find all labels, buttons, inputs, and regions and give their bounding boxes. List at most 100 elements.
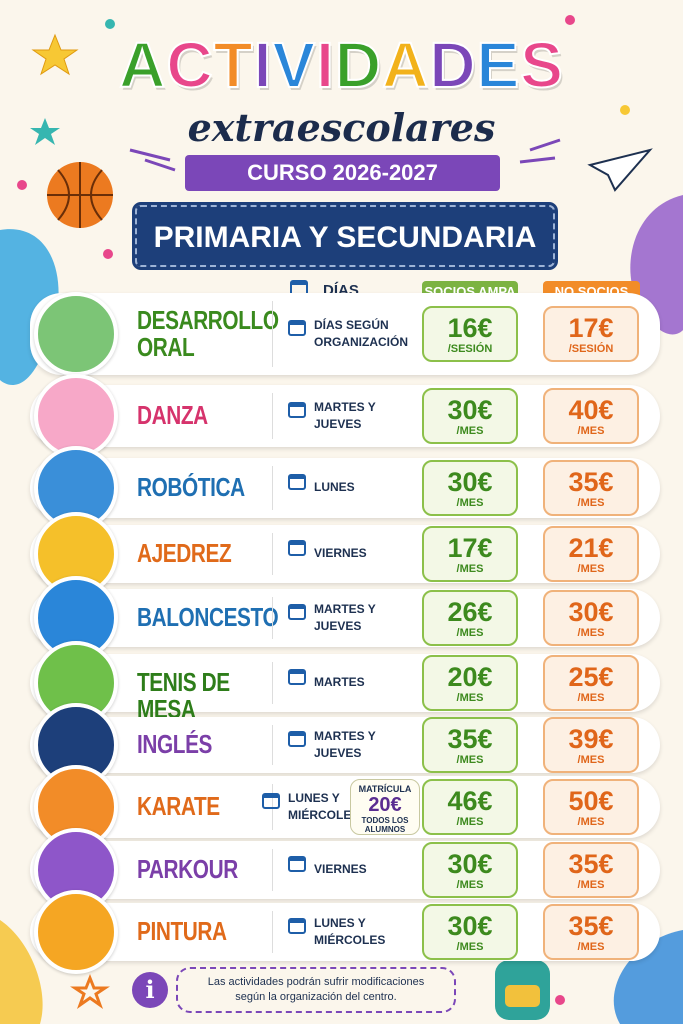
- activity-row: TENIS DE MESA MARTES 20€/MES 25€/MES: [30, 641, 660, 725]
- activity-days: VIERNES: [314, 862, 367, 876]
- enrollment-box: MATRÍCULA 20€ TODOS LOS ALUMNOS: [350, 779, 420, 835]
- non-member-unit: /MES: [577, 754, 605, 766]
- non-member-unit: /MES: [577, 563, 605, 575]
- non-member-unit: /MES: [577, 627, 605, 639]
- activity-row: PARKOUR VIERNES 30€/MES 35€/MES: [30, 828, 660, 912]
- activity-row: DESARROLLO ORAL DÍAS SEGÚN ORGANIZACIÓN 16…: [30, 292, 660, 376]
- calendar-icon: [288, 604, 306, 620]
- activity-name: BALONCESTO: [137, 602, 279, 632]
- non-member-price-box: 35€/MES: [543, 842, 639, 898]
- member-unit: /MES: [456, 692, 484, 704]
- non-member-price: 17€: [568, 313, 614, 343]
- non-member-price-box: 35€/MES: [543, 460, 639, 516]
- non-member-unit: /SESIÓN: [568, 343, 614, 355]
- activity-name: PINTURA: [137, 916, 227, 946]
- non-member-unit: /MES: [577, 425, 605, 437]
- non-member-unit: /MES: [577, 692, 605, 704]
- activity-name: DESARROLLO ORAL: [137, 305, 279, 362]
- member-price: 30€: [447, 911, 493, 941]
- member-unit: /SESIÓN: [447, 343, 493, 355]
- calendar-icon: [288, 731, 306, 747]
- activity-name: PARKOUR: [137, 854, 238, 884]
- member-price-box: 26€/MES: [422, 590, 518, 646]
- activity-days: MARTES Y JUEVES: [314, 400, 376, 431]
- activity-name: ROBÓTICA: [137, 472, 245, 502]
- non-member-price-box: 25€/MES: [543, 655, 639, 711]
- member-price: 35€: [447, 724, 493, 754]
- non-member-price-box: 17€/SESIÓN: [543, 306, 639, 362]
- activity-name: KARATE: [137, 791, 220, 821]
- member-price: 46€: [447, 786, 493, 816]
- member-unit: /MES: [456, 627, 484, 639]
- calendar-icon: [288, 540, 306, 556]
- non-member-price: 21€: [568, 533, 614, 563]
- activity-days: VIERNES: [314, 546, 367, 560]
- member-unit: /MES: [456, 879, 484, 891]
- footer-note: Las actividades podrán sufrir modificaci…: [176, 967, 456, 1013]
- non-member-price-box: 21€/MES: [543, 526, 639, 582]
- title: ACTIVIDADES: [118, 28, 564, 102]
- member-price-box: 30€/MES: [422, 460, 518, 516]
- non-member-price: 35€: [568, 849, 614, 879]
- member-price-box: 35€/MES: [422, 717, 518, 773]
- non-member-unit: /MES: [577, 816, 605, 828]
- member-price: 30€: [447, 849, 493, 879]
- divider: [272, 597, 273, 639]
- divider: [272, 393, 273, 439]
- calendar-icon: [288, 918, 306, 934]
- calendar-icon: [288, 856, 306, 872]
- divider: [272, 849, 273, 891]
- member-unit: /MES: [456, 563, 484, 575]
- divider: [272, 533, 273, 575]
- member-price: 30€: [447, 467, 493, 497]
- non-member-price: 50€: [568, 786, 614, 816]
- member-unit: /MES: [456, 425, 484, 437]
- non-member-price-box: 35€/MES: [543, 904, 639, 960]
- member-price-box: 30€/MES: [422, 388, 518, 444]
- non-member-unit: /MES: [577, 879, 605, 891]
- activity-name: AJEDREZ: [137, 538, 232, 568]
- calendar-icon: [288, 474, 306, 490]
- member-price-box: 30€/MES: [422, 904, 518, 960]
- activity-days: LUNES Y MIÉRCOLES: [288, 791, 360, 822]
- member-price-box: 16€/SESIÓN: [422, 306, 518, 362]
- member-price: 20€: [447, 662, 493, 692]
- activity-days: MARTES: [314, 675, 365, 689]
- divider: [272, 466, 273, 510]
- non-member-price: 35€: [568, 911, 614, 941]
- non-member-price: 25€: [568, 662, 614, 692]
- subtitle: extraescolares: [187, 105, 496, 150]
- activity-name: INGLÉS: [137, 729, 213, 759]
- divider: [272, 301, 273, 367]
- course-banner: CURSO 2026-2027: [185, 155, 500, 191]
- member-price-box: 30€/MES: [422, 842, 518, 898]
- non-member-unit: /MES: [577, 497, 605, 509]
- activity-icon: [34, 374, 118, 458]
- non-member-price: 40€: [568, 395, 614, 425]
- member-price-box: 20€/MES: [422, 655, 518, 711]
- activity-row: ROBÓTICA LUNES 30€/MES 35€/MES: [30, 446, 660, 530]
- activity-days: DÍAS SEGÚN ORGANIZACIÓN: [314, 318, 408, 349]
- activity-row: DANZA MARTES Y JUEVES 30€/MES 40€/MES: [30, 374, 660, 458]
- activity-row: BALONCESTO MARTES Y JUEVES 26€/MES 30€/MES: [30, 576, 660, 660]
- level-banner: PRIMARIA Y SECUNDARIA: [132, 202, 558, 270]
- activity-days: LUNES: [314, 480, 355, 494]
- non-member-price-box: 30€/MES: [543, 590, 639, 646]
- enrollment-label: MATRÍCULA: [358, 784, 412, 794]
- activity-days: LUNES Y MIÉRCOLES: [314, 916, 386, 947]
- activity-icon: [34, 292, 118, 376]
- calendar-icon: [288, 669, 306, 685]
- activity-name: TENIS DE MESA: [137, 667, 230, 724]
- non-member-price-box: 40€/MES: [543, 388, 639, 444]
- member-price-box: 46€/MES: [422, 779, 518, 835]
- activity-icon: [34, 890, 118, 974]
- divider: [272, 662, 273, 704]
- member-unit: /MES: [456, 754, 484, 766]
- member-price: 16€: [447, 313, 493, 343]
- activity-row: PINTURA LUNES Y MIÉRCOLES 30€/MES 35€/MES: [30, 890, 660, 974]
- calendar-icon: [262, 793, 280, 809]
- divider: [272, 725, 273, 765]
- activity-row: AJEDREZ VIERNES 17€/MES 21€/MES: [30, 512, 660, 596]
